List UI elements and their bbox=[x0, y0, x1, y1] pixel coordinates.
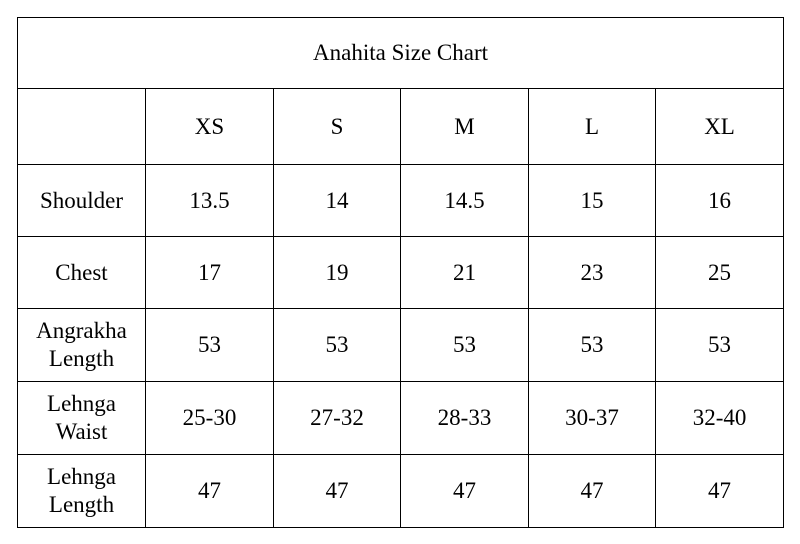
row-label-line: Angrakha bbox=[36, 318, 127, 343]
row-label-lehnga-length: Lehnga Length bbox=[17, 454, 146, 528]
header-corner-cell bbox=[17, 88, 146, 165]
table-cell: 14 bbox=[273, 164, 401, 237]
table-cell: 47 bbox=[654, 454, 785, 528]
table-row-angrakha-length: Angrakha Length 53 53 53 53 53 bbox=[17, 308, 785, 382]
row-label-shoulder: Shoulder bbox=[17, 164, 146, 237]
table-row-shoulder: Shoulder 13.5 14 14.5 15 16 bbox=[17, 164, 785, 237]
table-cell: 14.5 bbox=[400, 164, 529, 237]
table-cell: 32-40 bbox=[654, 381, 785, 455]
table-cell: 53 bbox=[273, 308, 401, 382]
row-label-line: Waist bbox=[55, 419, 108, 444]
table-cell: 47 bbox=[528, 454, 656, 528]
size-header-xl: XL bbox=[654, 88, 785, 165]
table-cell: 23 bbox=[528, 236, 656, 309]
table-cell: 19 bbox=[273, 236, 401, 309]
chart-title: Anahita Size Chart bbox=[16, 17, 785, 89]
table-row-lehnga-waist: Lehnga Waist 25-30 27-32 28-33 30-37 32-… bbox=[17, 381, 785, 455]
table-cell: 21 bbox=[400, 236, 529, 309]
row-label-line: Length bbox=[48, 346, 115, 371]
row-label-line: Chest bbox=[55, 259, 108, 285]
table-cell: 28-33 bbox=[400, 381, 529, 455]
size-header-row: XS S M L XL bbox=[17, 88, 785, 165]
table-cell: 17 bbox=[145, 236, 274, 309]
table-cell: 47 bbox=[145, 454, 274, 528]
row-label-line: Length bbox=[48, 492, 115, 517]
table-cell: 25 bbox=[654, 236, 785, 309]
table-cell: 16 bbox=[654, 164, 785, 237]
table-cell: 47 bbox=[400, 454, 529, 528]
table-cell: 53 bbox=[400, 308, 529, 382]
row-label-line: Lehnga bbox=[47, 464, 116, 489]
table-cell: 30-37 bbox=[528, 381, 656, 455]
table-cell: 13.5 bbox=[145, 164, 274, 237]
title-row: Anahita Size Chart bbox=[16, 17, 785, 89]
row-label-chest: Chest bbox=[17, 236, 146, 309]
size-header-xs: XS bbox=[145, 88, 274, 165]
table-row-lehnga-length: Lehnga Length 47 47 47 47 47 bbox=[17, 454, 785, 528]
row-label-line: Shoulder bbox=[39, 187, 124, 213]
table-cell: 53 bbox=[654, 308, 785, 382]
table-cell: 27-32 bbox=[273, 381, 401, 455]
row-label-lehnga-waist: Lehnga Waist bbox=[17, 381, 146, 455]
table-row-chest: Chest 17 19 21 23 25 bbox=[17, 236, 785, 309]
size-header-l: L bbox=[528, 88, 656, 165]
table-cell: 15 bbox=[528, 164, 656, 237]
table-cell: 53 bbox=[528, 308, 656, 382]
size-header-m: M bbox=[400, 88, 529, 165]
size-header-s: S bbox=[273, 88, 401, 165]
row-label-angrakha-length: Angrakha Length bbox=[17, 308, 146, 382]
table-cell: 25-30 bbox=[145, 381, 274, 455]
table-cell: 53 bbox=[145, 308, 274, 382]
table-cell: 47 bbox=[273, 454, 401, 528]
row-label-line: Lehnga bbox=[47, 391, 116, 416]
size-chart-table: Anahita Size Chart XS S M L XL Shoulder … bbox=[16, 17, 785, 528]
